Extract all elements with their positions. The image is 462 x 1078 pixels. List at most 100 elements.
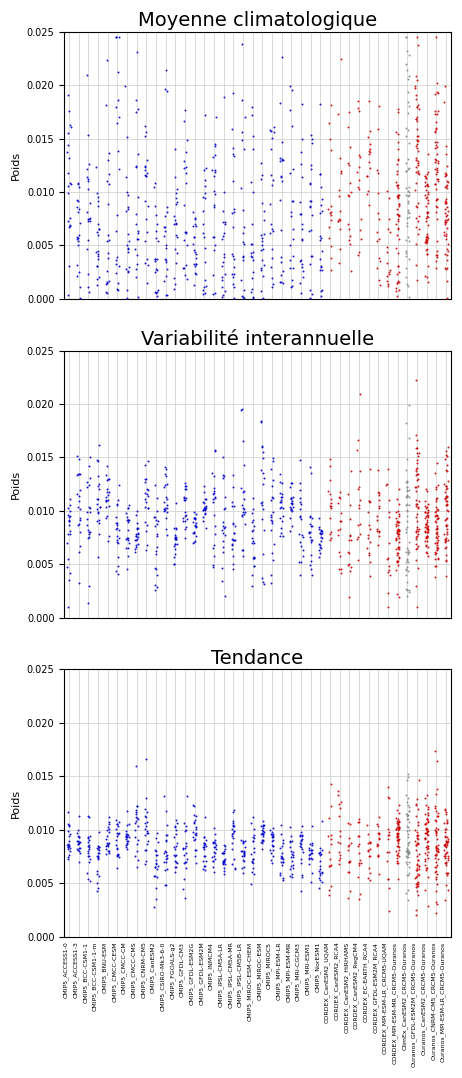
Point xyxy=(143,167,150,184)
Point xyxy=(173,821,180,839)
Point xyxy=(424,185,432,203)
Point xyxy=(315,548,322,565)
Point xyxy=(425,274,432,291)
Point xyxy=(248,529,255,547)
Point xyxy=(423,246,430,263)
Point xyxy=(66,840,73,857)
Point xyxy=(305,523,313,540)
Point xyxy=(444,447,451,465)
Point xyxy=(394,828,401,845)
Point xyxy=(221,837,229,854)
Point xyxy=(261,522,268,539)
Point xyxy=(141,193,149,210)
Point xyxy=(238,36,245,53)
Point xyxy=(75,821,82,839)
Point xyxy=(421,167,429,184)
Point xyxy=(191,812,199,829)
Point xyxy=(114,63,122,80)
Point xyxy=(115,535,122,552)
Point xyxy=(297,489,304,507)
Point xyxy=(200,839,207,856)
Point xyxy=(422,805,429,823)
Point xyxy=(298,869,306,886)
Point xyxy=(240,842,247,859)
Point xyxy=(336,823,344,840)
Point xyxy=(316,204,323,221)
Point xyxy=(124,263,131,280)
Point xyxy=(421,174,429,191)
Point xyxy=(413,877,420,895)
Point xyxy=(376,522,383,539)
Point xyxy=(433,489,440,507)
Point xyxy=(115,845,122,862)
Point xyxy=(172,846,179,863)
Point xyxy=(114,846,121,863)
Point xyxy=(375,848,382,866)
Point xyxy=(258,230,265,247)
Point xyxy=(211,851,219,868)
Point xyxy=(336,828,344,845)
Point xyxy=(316,227,324,245)
Point xyxy=(73,267,81,285)
Point xyxy=(74,835,81,853)
Point xyxy=(433,865,441,882)
Point xyxy=(95,475,102,493)
Point xyxy=(309,844,316,861)
Point xyxy=(297,553,304,570)
Point xyxy=(432,153,439,170)
Point xyxy=(367,833,374,851)
Point xyxy=(66,817,73,834)
Point xyxy=(441,213,449,231)
Point xyxy=(327,205,334,222)
Point xyxy=(278,485,286,502)
Point xyxy=(258,824,266,841)
Point xyxy=(345,220,353,237)
Point xyxy=(251,517,258,535)
Point xyxy=(423,815,430,832)
Point xyxy=(259,816,267,833)
Point xyxy=(193,527,200,544)
Point xyxy=(432,498,440,515)
Point xyxy=(289,220,296,237)
Point xyxy=(403,844,411,861)
Point xyxy=(441,245,448,262)
Point xyxy=(84,210,91,227)
Point xyxy=(133,801,140,818)
Point xyxy=(278,838,286,855)
Point xyxy=(181,512,188,529)
Point xyxy=(413,28,421,45)
Point xyxy=(103,834,110,852)
Point xyxy=(405,250,413,267)
Point xyxy=(153,528,160,545)
Point xyxy=(365,492,372,509)
Point xyxy=(221,866,228,883)
Point xyxy=(210,847,218,865)
Point xyxy=(66,826,73,843)
Point xyxy=(259,438,266,455)
Point xyxy=(287,858,295,875)
Point xyxy=(421,519,429,536)
Point xyxy=(395,842,403,859)
Point xyxy=(219,844,226,861)
Point xyxy=(327,525,334,542)
Point xyxy=(64,848,72,866)
Point xyxy=(336,852,343,869)
Point xyxy=(364,826,371,843)
Point xyxy=(123,512,131,529)
Point xyxy=(161,787,168,804)
Point xyxy=(316,879,323,896)
Point xyxy=(192,244,199,261)
Point xyxy=(413,452,421,469)
Point xyxy=(395,847,403,865)
Point xyxy=(105,471,112,488)
Point xyxy=(308,510,316,527)
Point xyxy=(404,866,412,883)
Point xyxy=(394,829,401,846)
Point xyxy=(375,808,383,826)
Point xyxy=(442,803,449,820)
Point xyxy=(201,498,209,515)
Point xyxy=(171,530,179,548)
Point xyxy=(403,479,411,496)
Point xyxy=(297,500,304,517)
Point xyxy=(103,492,110,509)
